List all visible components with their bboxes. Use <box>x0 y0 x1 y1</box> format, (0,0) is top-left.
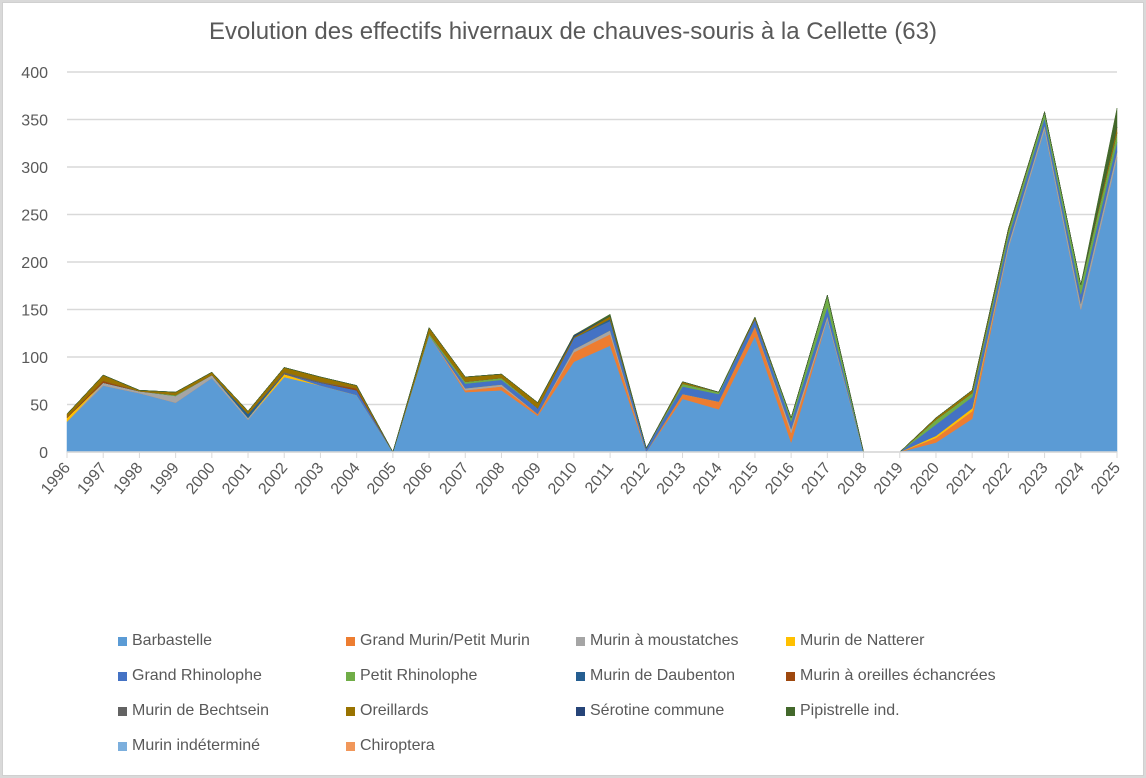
legend-label: Grand Murin/Petit Murin <box>360 632 530 649</box>
area-series-11 <box>66 108 1118 453</box>
legend-swatch <box>786 706 795 716</box>
legend-item: Pipistrelle ind. <box>786 702 900 720</box>
x-tick-label: 2022 <box>980 460 1016 498</box>
x-tick-label: 2021 <box>943 460 979 498</box>
legend-swatch <box>118 706 127 716</box>
legend-label: Petit Rhinolophe <box>360 667 478 684</box>
legend-swatch <box>118 671 127 681</box>
x-tick-label: 2008 <box>473 460 509 498</box>
x-tick-label: 2000 <box>183 460 219 498</box>
chart-plot: 0 50 100 150 200 250 300 350 400 1996 1997 1998 1999… <box>21 65 1124 498</box>
legend-item: Murin à oreilles échancrées <box>786 667 996 685</box>
legend-item: Murin de Bechtsein <box>118 702 269 720</box>
x-tick-label: 2025 <box>1088 460 1124 498</box>
legend-item: Sérotine commune <box>576 702 724 720</box>
legend-item: Petit Rhinolophe <box>346 667 477 685</box>
legend-label: Murin indéterminé <box>132 737 261 754</box>
legend-label: Pipistrelle ind. <box>800 702 900 719</box>
x-tick-label: 1998 <box>111 460 147 498</box>
legend-swatch <box>576 636 585 646</box>
legend-swatch <box>786 636 795 646</box>
x-tick-label: 2001 <box>219 460 255 498</box>
x-tick-label: 2006 <box>400 460 436 498</box>
x-tick-label: 2007 <box>436 460 472 498</box>
x-tick-label: 2011 <box>582 460 617 497</box>
legend-swatch <box>786 671 795 681</box>
x-tick-label: 1999 <box>147 460 183 498</box>
x-tick-label: 2009 <box>509 460 545 498</box>
y-tick-label: 100 <box>21 350 48 367</box>
x-tick-label: 2015 <box>726 460 762 498</box>
legend-swatch <box>576 706 585 716</box>
legend-item: Murin de Natterer <box>786 632 925 650</box>
x-tick-label: 2005 <box>364 460 400 498</box>
x-tick-label: 2024 <box>1052 460 1088 498</box>
x-tick-label: 2014 <box>690 460 726 498</box>
x-tick-label: 2018 <box>835 460 871 498</box>
x-tick-label: 2003 <box>292 460 328 498</box>
legend-label: Barbastelle <box>132 632 213 649</box>
legend-swatch <box>576 671 585 681</box>
y-tick-label: 300 <box>21 160 48 177</box>
x-tick-label: 1996 <box>38 460 74 498</box>
x-tick-label: 2019 <box>871 460 907 498</box>
x-tick-label: 2002 <box>255 460 291 498</box>
y-tick-label: 350 <box>21 113 48 130</box>
x-tick-label: 2004 <box>328 460 364 498</box>
legend-swatch <box>346 636 355 646</box>
legend-swatch <box>118 741 127 751</box>
y-tick-label: 150 <box>21 303 48 320</box>
x-tick-label: 1997 <box>74 460 110 498</box>
legend-label: Grand Rhinolophe <box>132 667 262 684</box>
chart-title: Evolution des effectifs hivernaux de cha… <box>209 18 937 45</box>
x-tick-label: 2013 <box>654 460 690 498</box>
x-tick-label: 2023 <box>1016 460 1052 498</box>
y-tick-label: 0 <box>39 445 48 462</box>
legend-swatch <box>346 706 355 716</box>
legend-item: Chiroptera <box>346 737 435 755</box>
legend-item: Murin de Daubenton <box>576 667 735 685</box>
x-tick-label: 2010 <box>545 460 581 498</box>
x-tick-label: 2016 <box>762 460 798 498</box>
y-tick-label: 400 <box>21 65 48 82</box>
legend-swatch <box>118 636 127 646</box>
y-tick-label: 200 <box>21 255 48 272</box>
legend-swatch <box>346 741 355 751</box>
legend-label: Murin de Natterer <box>800 632 925 649</box>
x-tick-label: 2012 <box>617 460 653 498</box>
legend-item: Grand Rhinolophe <box>118 667 262 685</box>
x-tick-label: 2020 <box>907 460 943 498</box>
legend-item: Murin à moustatches <box>576 632 739 650</box>
y-tick-label: 50 <box>30 398 48 415</box>
legend-label: Sérotine commune <box>590 702 725 719</box>
y-tick-label: 250 <box>21 208 48 225</box>
legend-label: Murin à moustatches <box>590 632 739 649</box>
legend-label: Oreillards <box>360 702 429 719</box>
legend-label: Murin de Daubenton <box>590 667 735 684</box>
legend-label: Murin de Bechtsein <box>132 702 269 719</box>
legend-swatch <box>346 671 355 681</box>
x-tick-label: 2017 <box>799 460 835 498</box>
legend-item: Barbastelle <box>118 632 212 650</box>
legend-item: Oreillards <box>346 702 428 720</box>
legend-item: Murin indéterminé <box>118 737 260 755</box>
legend-item: Grand Murin/Petit Murin <box>346 632 530 650</box>
legend-label: Chiroptera <box>360 737 435 754</box>
legend-label: Murin à oreilles échancrées <box>800 667 996 684</box>
